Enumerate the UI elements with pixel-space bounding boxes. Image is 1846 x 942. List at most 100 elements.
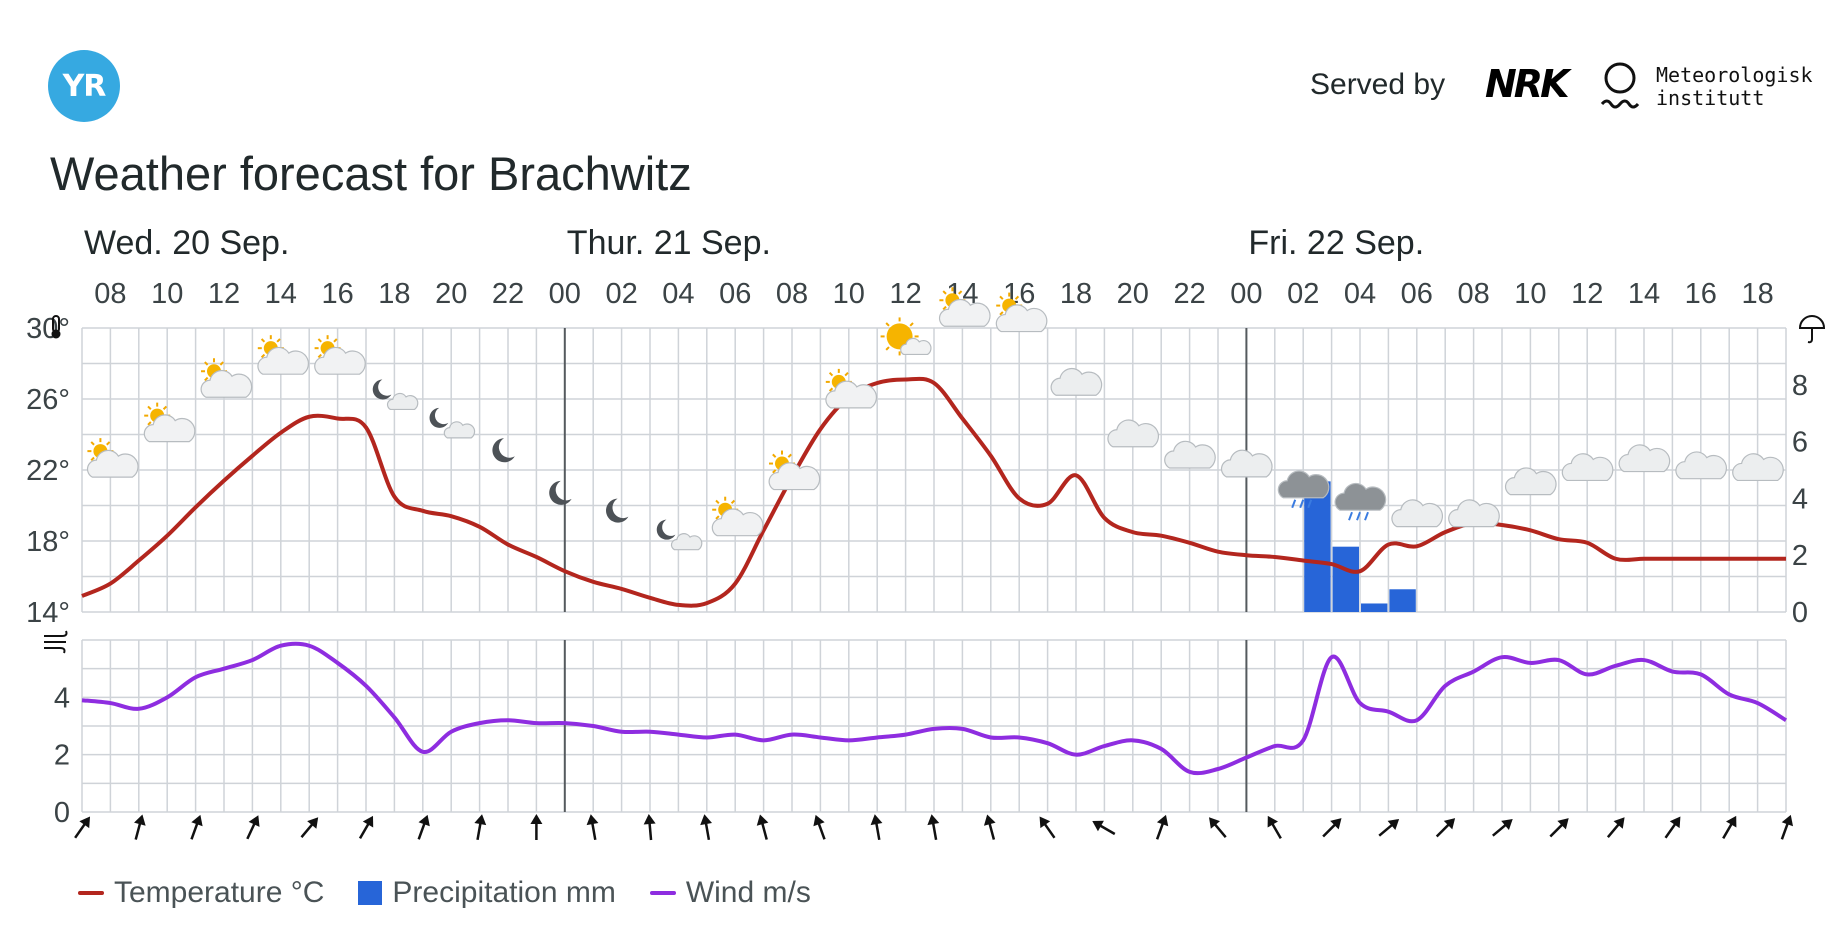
hour-tick-label: 12 [889,278,921,310]
cloud-shape [1334,482,1387,511]
wind-arrow-head [1039,816,1051,829]
rain-drop [1348,511,1353,521]
met-line-1: Meteorologisk [1656,63,1813,87]
hour-tick-label: 18 [1060,278,1092,310]
sun-ray [885,346,890,351]
wind-arrow-icon [474,814,487,841]
legend-precipitation-label: Precipitation mm [392,876,616,909]
chart-legend: Temperature °C Precipitation mm Wind m/s [78,876,811,910]
page-title: Weather forecast for Brachwitz [50,147,692,200]
nrk-logo[interactable]: NRK [1485,62,1569,106]
legend-wind-swatch [649,891,676,895]
sun-ray [1014,295,1020,300]
cloud-shape [257,346,309,375]
cloud-shape [900,337,932,356]
wind-arrow-head [79,816,91,829]
sun-ray [204,361,209,366]
wind-arrow-head [530,814,543,824]
wind-arrow-head [1330,818,1342,830]
wind-arrow-head [474,814,487,826]
moon-cloud-icon [656,519,703,551]
chart-series [81,376,1788,776]
sun-ray [958,290,963,295]
hour-tick-label: 02 [1287,278,1319,310]
met-logo-text: Meteorologisk institutt [1656,64,1813,110]
wind-axis-label: 4 [54,682,70,714]
moon-shape [372,379,392,400]
thermometer-bulb [51,329,61,339]
moon-cloud-icon [372,379,419,411]
sun-ray [260,353,266,359]
temp-axis-label: 18° [26,526,70,558]
legend-temperature-label: Temperature °C [114,876,325,909]
wind-arrow-icon [643,814,656,841]
hour-tick-label: 22 [1173,278,1205,310]
weather-icons [86,287,1784,551]
hour-tick-label: 04 [1344,278,1376,310]
wind-arrow-head [1781,814,1794,827]
hour-tick-label: 16 [321,278,353,310]
legend-temperature[interactable]: Temperature °C [78,876,324,910]
moon-icon [606,498,629,523]
cloud-shape [1618,444,1671,473]
cloud-shape [670,533,703,551]
cloud-shape [1050,367,1103,396]
met-logo-icon[interactable] [1600,60,1640,116]
wind-arrow-head [1613,817,1625,829]
legend-wind[interactable]: Wind m/s [649,876,811,910]
wind-axis-label: 0 [54,797,70,829]
partly-cloudy-icon [995,292,1048,333]
sun-ray [787,453,792,458]
wind-arrow-icon [190,814,203,840]
wind-arrow-head [1669,816,1681,829]
wind-arrow-head [1092,820,1104,832]
moon-icon [492,438,515,463]
legend-precipitation-swatch [358,881,383,905]
temperature-line [81,376,1786,608]
cloud-shape [1504,467,1557,496]
wind-arrow-icon [700,814,713,841]
wind-arrow-head [756,814,769,826]
partly-cloudy-icon [86,438,139,478]
wind-arrow-icon [927,814,940,841]
legend-temperature-swatch [78,891,104,895]
sun-ray [715,499,720,505]
hour-tick-label: 08 [776,278,808,310]
day-label: Wed. 20 Sep. [84,224,289,262]
wind-arrow-icon [1039,816,1056,839]
precip-axis-label: 0 [1792,597,1808,629]
day-label: Fri. 22 Sep. [1248,224,1424,262]
hour-tick-label: 00 [1230,278,1262,310]
wind-arrow-icon [1322,818,1342,838]
precip-axis-label: 6 [1792,427,1808,459]
hour-tick-label: 08 [94,278,126,310]
wind-arrow-icon [74,816,91,839]
sun-ray [219,361,224,366]
hour-tick-label: 10 [1514,278,1546,310]
temp-axis-label: 26° [26,384,70,416]
cloud-shape [143,414,196,443]
wind-arrow-head [362,815,374,828]
sun-ray [260,338,266,343]
wind-arrow-head [983,814,996,826]
sun-ray [276,338,281,343]
moon-shape [656,519,676,540]
cloud-shape [1107,419,1159,448]
legend-precipitation[interactable]: Precipitation mm [358,876,616,910]
hour-tick-label: 18 [1741,278,1773,310]
temp-axis-label: 14° [26,597,70,629]
sun-ray [772,469,777,474]
sun-ray [844,372,849,377]
yr-logo[interactable]: YR [48,50,120,122]
wind-arrow-icon [1492,819,1513,837]
sunny-cloud-icon [880,317,932,356]
cloudy-icon [1391,499,1443,528]
temp-axis-label: 22° [26,455,70,487]
sun-ray [942,290,947,295]
sun-ray [147,405,152,410]
wind-arrow-head [870,814,883,826]
moon-shape [606,498,629,523]
wind-arrow-head [1387,819,1400,831]
moon-icon [549,480,572,505]
legend-wind-label: Wind m/s [685,876,811,909]
